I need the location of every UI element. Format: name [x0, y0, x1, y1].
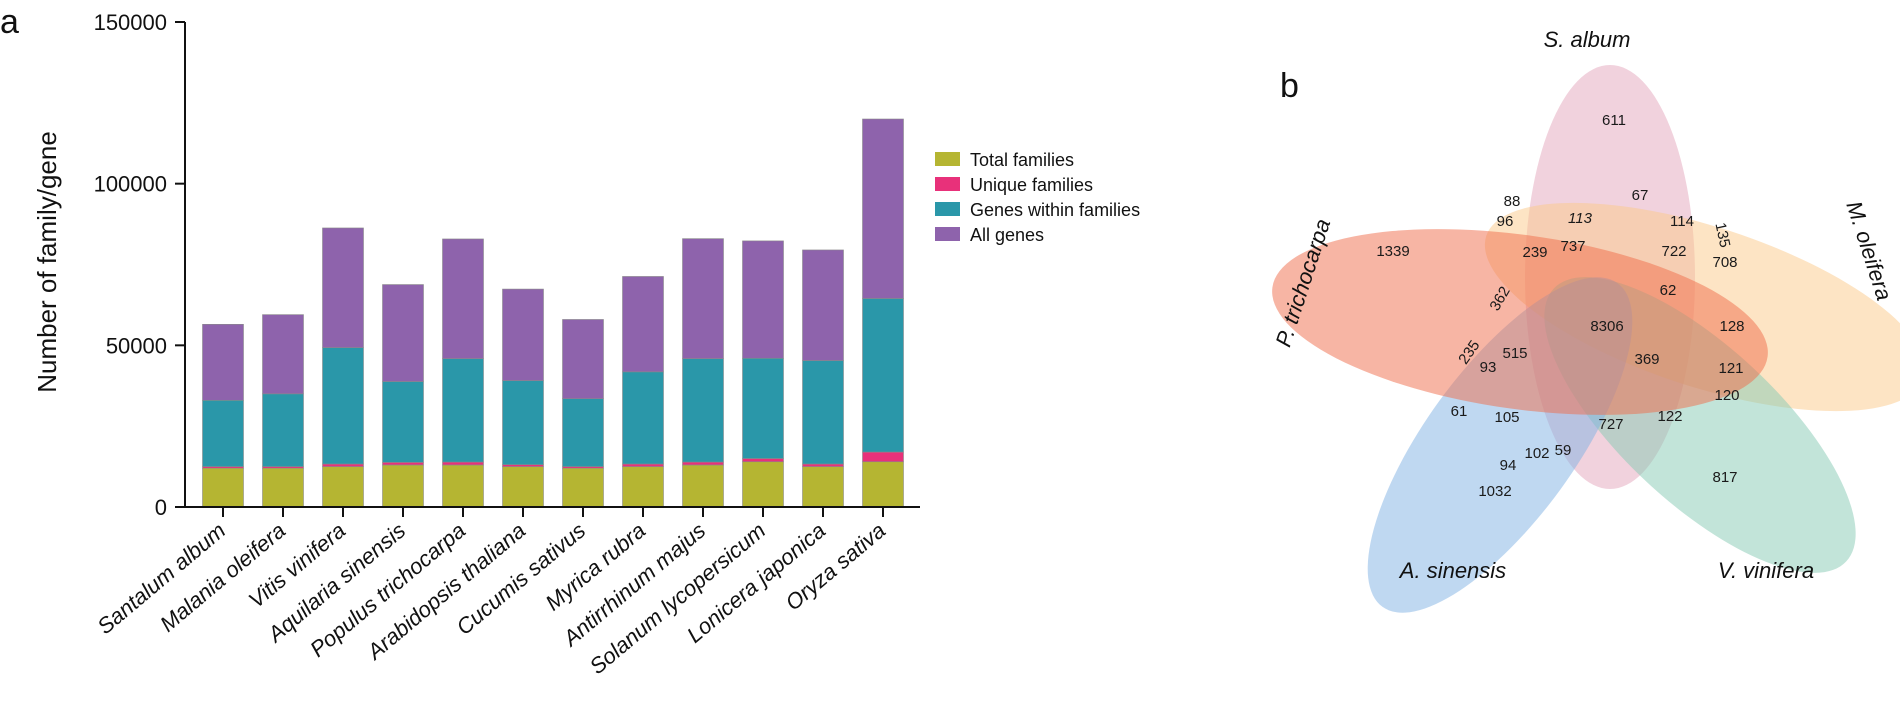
- venn-region-count: 515: [1502, 345, 1527, 362]
- venn-region-count: 114: [1670, 213, 1694, 230]
- y-axis-label: Number of family/gene: [32, 131, 62, 393]
- bar-unique-families: [442, 461, 484, 466]
- bar-total-families: [262, 467, 304, 508]
- venn-region-count: 102: [1524, 445, 1549, 462]
- venn-region-count: 611: [1602, 112, 1626, 129]
- venn-region-count: 121: [1718, 360, 1743, 377]
- venn-region-count: 113: [1568, 210, 1593, 227]
- bar-total-families: [382, 464, 424, 508]
- venn-region-count: 122: [1657, 408, 1682, 425]
- venn-region-count: 59: [1555, 442, 1572, 459]
- panel-b-label: b: [1280, 67, 1299, 105]
- y-tick-label: 50000: [106, 333, 167, 358]
- venn-region-count: 8306: [1590, 318, 1623, 335]
- bar-all-genes: [742, 240, 784, 359]
- venn-region-count: 708: [1712, 254, 1737, 271]
- venn-region-count: 120: [1714, 387, 1739, 404]
- legend-entry: Genes within families: [970, 200, 1140, 220]
- bar-total-families: [622, 466, 664, 508]
- bar-all-genes: [622, 276, 664, 373]
- venn-region-count: 93: [1480, 359, 1497, 376]
- bar-unique-families: [382, 462, 424, 466]
- bar-genes-within-families: [502, 380, 544, 465]
- bar-unique-families: [802, 463, 844, 467]
- bar-genes-within-families: [802, 360, 844, 465]
- bar-total-families: [322, 466, 364, 508]
- legend-entry: Unique families: [970, 175, 1093, 195]
- venn-region-count: 1032: [1478, 483, 1511, 500]
- legend-entry: Total families: [970, 150, 1074, 170]
- bar-all-genes: [682, 238, 724, 359]
- venn-region-count: 239: [1522, 244, 1547, 261]
- bar-unique-families: [742, 458, 784, 463]
- bar-total-families: [442, 464, 484, 508]
- venn-region-count: 105: [1494, 409, 1519, 426]
- bar-all-genes: [802, 249, 844, 361]
- legend-swatch: [935, 152, 960, 166]
- legend-entry: All genes: [970, 225, 1044, 245]
- bar-unique-families: [322, 463, 364, 467]
- bar-genes-within-families: [622, 371, 664, 465]
- venn-region-count: 817: [1712, 469, 1737, 486]
- bar-total-families: [862, 461, 904, 508]
- bar-total-families: [802, 466, 844, 508]
- bar-genes-within-families: [562, 398, 604, 467]
- bar-all-genes: [382, 284, 424, 382]
- venn-region-count: 67: [1632, 187, 1649, 204]
- venn-region-count: 722: [1661, 243, 1686, 260]
- bar-total-families: [742, 461, 784, 508]
- bar-unique-families: [622, 463, 664, 467]
- bar-all-genes: [502, 288, 544, 381]
- bar-unique-families: [682, 461, 724, 466]
- venn-set-label: V. vinifera: [1718, 558, 1814, 583]
- panel-a-label: a: [0, 3, 19, 41]
- legend-swatch: [935, 177, 960, 191]
- venn-region-count: 96: [1497, 213, 1514, 230]
- venn-region-count: 737: [1560, 238, 1585, 255]
- bar-genes-within-families: [382, 381, 424, 463]
- venn-set-ellipse: [1272, 229, 1768, 415]
- legend-swatch: [935, 227, 960, 241]
- legend-swatch: [935, 202, 960, 216]
- venn-region-count: 128: [1719, 318, 1744, 335]
- bar-total-families: [502, 466, 544, 508]
- bar-genes-within-families: [742, 357, 784, 459]
- legend: Total families Unique families Genes withi…: [935, 150, 1140, 245]
- bar-all-genes: [202, 324, 244, 401]
- bar-total-families: [562, 467, 604, 508]
- bar-all-genes: [562, 319, 604, 399]
- bar-all-genes: [262, 314, 304, 395]
- venn-region-count: 94: [1500, 457, 1517, 474]
- bar-all-genes: [862, 118, 904, 299]
- bar-unique-families: [862, 451, 904, 463]
- y-tick-label: 150000: [94, 10, 167, 35]
- venn-region-count: 61: [1451, 403, 1468, 420]
- bar-genes-within-families: [682, 358, 724, 463]
- venn-region-count: 88: [1504, 193, 1521, 210]
- bar-genes-within-families: [262, 393, 304, 467]
- bar-all-genes: [442, 238, 484, 359]
- venn-region-count: 369: [1634, 351, 1659, 368]
- bar-stack-group: [202, 118, 904, 508]
- venn-region-count: 1339: [1376, 243, 1409, 260]
- venn-region-count: 727: [1598, 416, 1623, 433]
- y-axis: 0 50000 100000 150000: [94, 10, 186, 520]
- venn-set-label: A. sinensis: [1398, 558, 1506, 583]
- bar-genes-within-families: [202, 399, 244, 467]
- bar-genes-within-families: [442, 358, 484, 463]
- venn-set-label: S. album: [1544, 27, 1631, 52]
- y-tick-label: 100000: [94, 172, 167, 197]
- venn-region-count: 62: [1660, 282, 1677, 299]
- bar-genes-within-families: [862, 298, 904, 453]
- y-tick-label: 0: [155, 495, 167, 520]
- bar-total-families: [682, 464, 724, 508]
- bar-all-genes: [322, 227, 364, 348]
- bar-total-families: [202, 467, 244, 508]
- bar-genes-within-families: [322, 347, 364, 465]
- venn-region-count: 135: [1711, 221, 1733, 249]
